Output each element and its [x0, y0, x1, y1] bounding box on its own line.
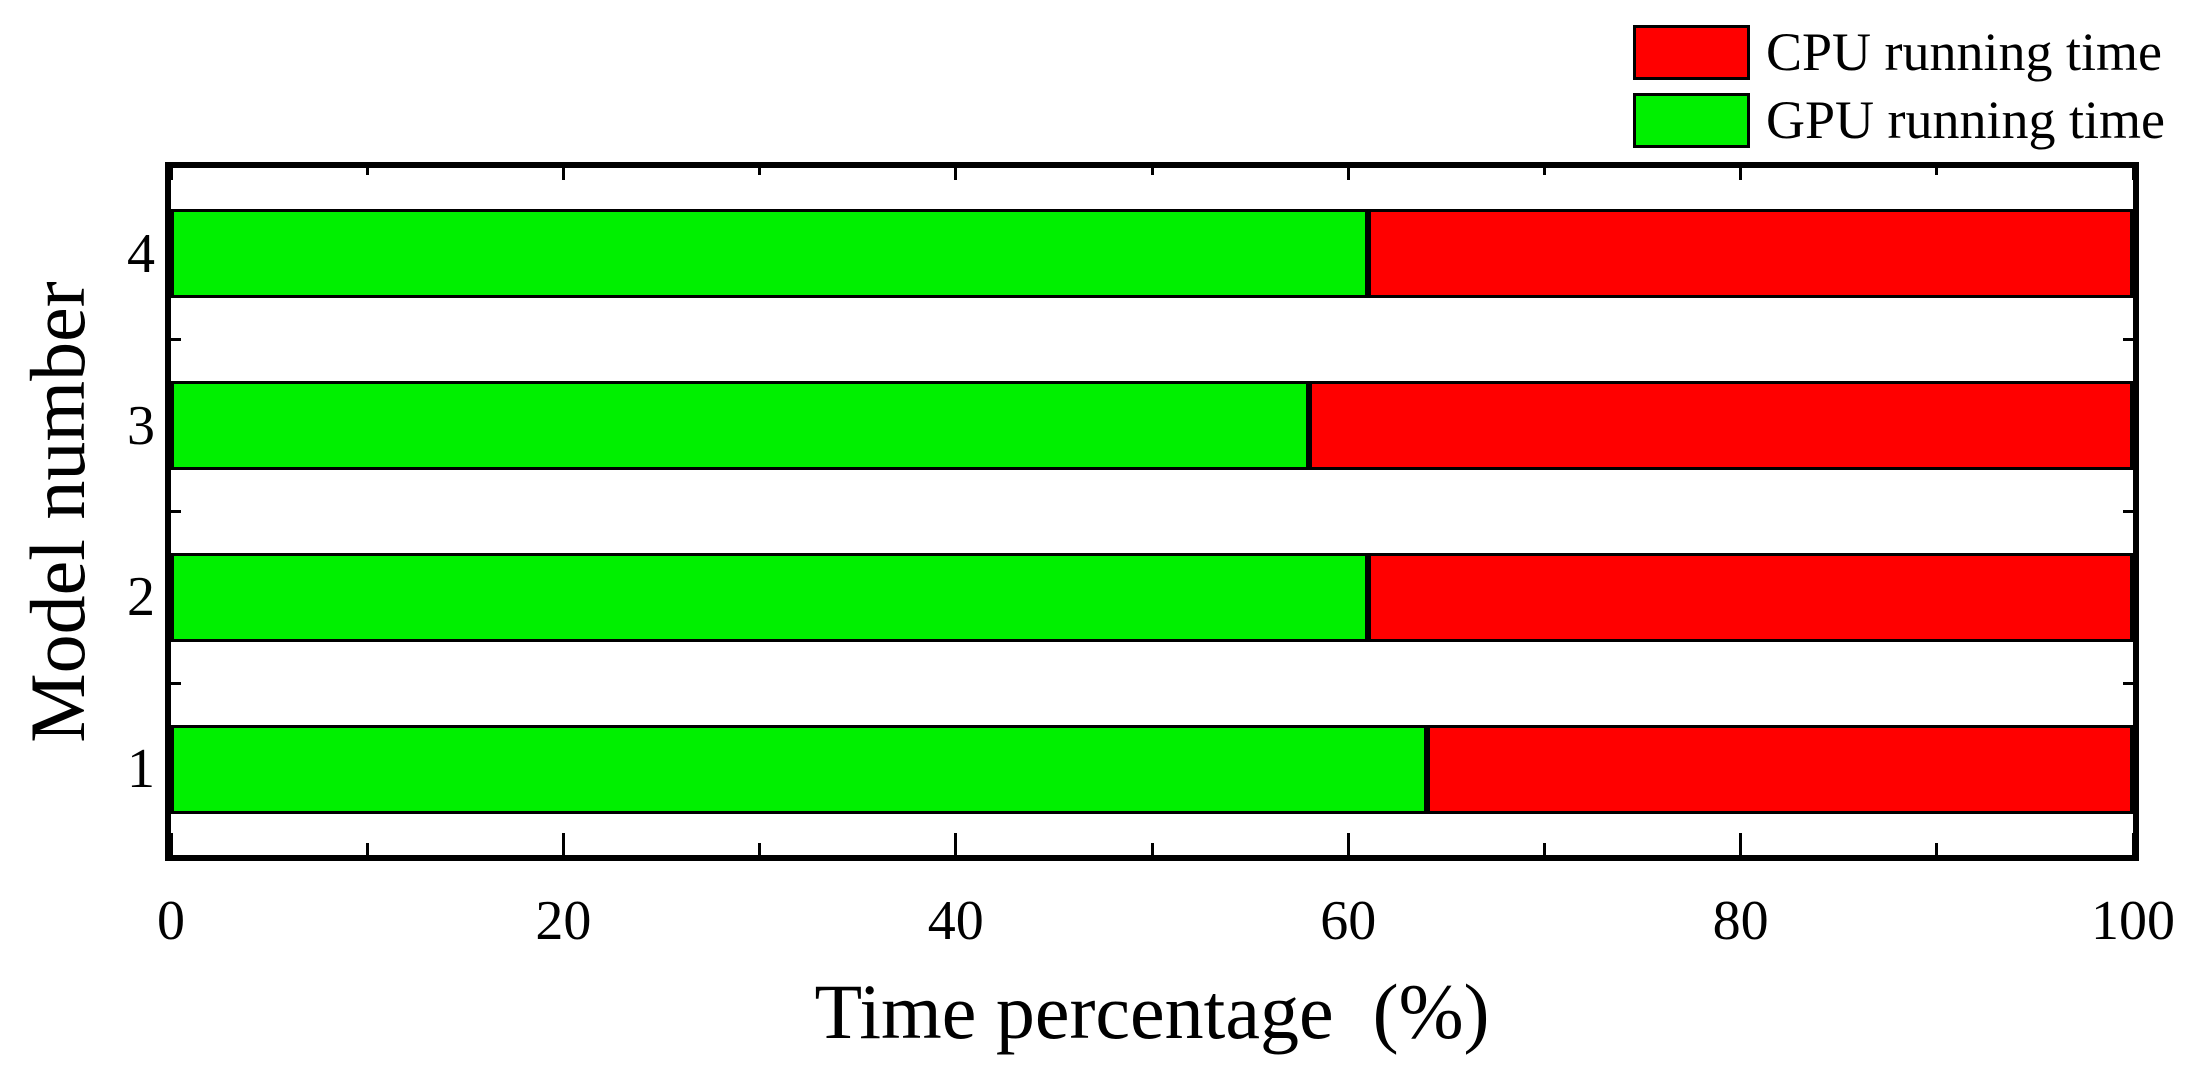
legend: CPU running time GPU running time [1633, 23, 2165, 149]
x-tick-label-60: 60 [1320, 890, 1377, 952]
x-minor-tick-top-90 [1935, 168, 1939, 175]
x-major-tick-top-60 [1346, 168, 1350, 180]
y-minor-tick-left-3 [171, 681, 181, 685]
x-major-tick-top-100 [2131, 168, 2135, 180]
plot-area [165, 162, 2139, 861]
x-major-tick-top-20 [561, 168, 565, 180]
x-minor-tick-50 [1150, 843, 1154, 855]
x-major-tick-100 [2131, 833, 2135, 855]
x-major-tick-40 [954, 833, 958, 855]
legend-item-gpu: GPU running time [1633, 91, 2165, 149]
bar-segment-cpu-model-1 [1426, 724, 2133, 814]
legend-swatch-cpu [1633, 24, 1750, 80]
x-minor-tick-top-50 [1150, 168, 1154, 175]
y-tick-label-1: 1 [127, 738, 155, 801]
bar-segment-gpu-model-2 [171, 552, 1368, 642]
bar-segment-cpu-model-3 [1308, 381, 2133, 471]
y-tick-label-4: 4 [127, 222, 155, 285]
x-minor-tick-30 [758, 843, 762, 855]
x-tick-label-80: 80 [1712, 890, 1769, 952]
y-tick-label-3: 3 [127, 394, 155, 457]
legend-label-cpu: CPU running time [1766, 22, 2163, 82]
x-major-tick-20 [561, 833, 565, 855]
x-axis-title: Time percentage (%) [814, 968, 1490, 1055]
bar-segment-cpu-model-2 [1367, 552, 2133, 642]
x-tick-label-100: 100 [2091, 890, 2175, 952]
y-minor-tick-left-2 [171, 510, 181, 513]
x-tick-label-0: 0 [157, 890, 185, 952]
legend-swatch-gpu [1633, 92, 1750, 148]
legend-item-cpu: CPU running time [1633, 23, 2165, 81]
x-major-tick-top-80 [1739, 168, 1743, 180]
y-minor-tick-right-3 [2123, 681, 2133, 685]
bar-row-model-2 [171, 552, 2133, 642]
bar-segment-cpu-model-4 [1367, 209, 2133, 299]
plot-inner [169, 168, 2135, 855]
x-minor-tick-70 [1542, 843, 1546, 855]
x-tick-label-20: 20 [535, 890, 592, 952]
bar-segment-gpu-model-3 [171, 381, 1309, 471]
bar-row-model-4 [171, 209, 2133, 299]
y-minor-tick-left-1 [171, 338, 181, 342]
y-tick-label-2: 2 [127, 566, 155, 629]
x-major-tick-top-0 [169, 168, 173, 180]
x-major-tick-80 [1739, 833, 1743, 855]
bar-segment-gpu-model-1 [171, 724, 1427, 814]
x-major-tick-60 [1346, 833, 1350, 855]
y-minor-tick-right-1 [2123, 338, 2133, 342]
x-major-tick-top-40 [954, 168, 958, 180]
x-major-tick-0 [169, 833, 173, 855]
y-minor-tick-right-2 [2123, 510, 2133, 513]
x-minor-tick-top-30 [758, 168, 762, 175]
bar-row-model-1 [171, 724, 2133, 814]
x-minor-tick-top-10 [365, 168, 369, 175]
x-tick-label-40: 40 [927, 890, 984, 952]
x-minor-tick-90 [1935, 843, 1939, 855]
x-minor-tick-top-70 [1542, 168, 1546, 175]
x-minor-tick-10 [365, 843, 369, 855]
bar-row-model-3 [171, 381, 2133, 471]
y-axis-title: Model number [14, 281, 101, 743]
bar-segment-gpu-model-4 [171, 209, 1368, 299]
legend-label-gpu: GPU running time [1766, 90, 2165, 150]
